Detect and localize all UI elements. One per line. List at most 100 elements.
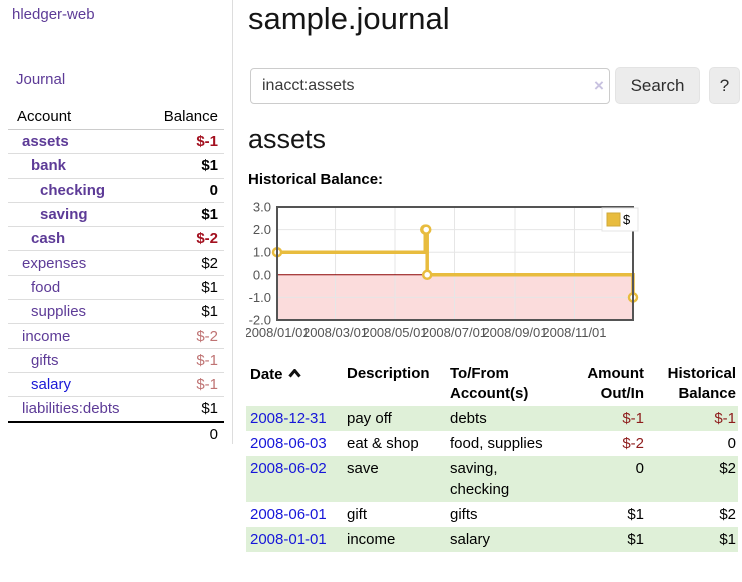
transaction-amount: $-1	[622, 410, 644, 427]
transaction-amount: $1	[627, 506, 644, 523]
accounts-table-header: Account Balance	[8, 104, 224, 130]
transaction-amount: $-2	[622, 435, 644, 452]
register-header-date[interactable]: Date	[246, 362, 345, 406]
clear-search-icon[interactable]: ×	[594, 76, 604, 95]
account-link-assets[interactable]: assets	[22, 133, 69, 151]
help-button[interactable]: ?	[709, 67, 740, 104]
transaction-accounts: salary	[450, 531, 491, 548]
account-balance: $-1	[196, 351, 218, 369]
account-link-supplies[interactable]: supplies	[31, 303, 87, 321]
historical-balance-label: Historical Balance:	[248, 171, 384, 188]
transaction-date-link[interactable]: 2008-06-02	[250, 460, 327, 477]
register-row: 2008-12-31 pay off debts $-1 $-1	[246, 406, 738, 431]
transaction-description: eat & shop	[347, 435, 419, 452]
account-balance: $1	[201, 157, 218, 175]
transaction-date-link[interactable]: 2008-01-01	[250, 531, 327, 548]
accounts-table: Account Balance assets $-1 bank $1 check…	[8, 104, 224, 446]
account-row: liabilities:debts $1	[8, 396, 224, 422]
brand-link[interactable]: hledger-web	[12, 6, 95, 23]
account-balance: $-1	[196, 376, 218, 394]
account-link-income[interactable]: income	[22, 327, 71, 345]
account-row: saving $1	[8, 202, 224, 226]
account-row: income $-2	[8, 323, 224, 348]
account-link-gifts[interactable]: gifts	[31, 351, 59, 369]
account-row: gifts $-1	[8, 348, 224, 372]
date-header-label: Date	[250, 366, 283, 383]
transaction-amount: $1	[627, 531, 644, 548]
transaction-date-link[interactable]: 2008-06-01	[250, 506, 327, 523]
account-row: salary $-1	[8, 372, 224, 396]
account-balance: $-1	[196, 133, 218, 151]
historical-balance-chart: 3.0 2.0 1.0 0.0 -1.0 -2.0 2008/01/01 2008/03/01…	[244, 200, 742, 342]
register-table: Date Description To/From Account(s) Amou…	[246, 362, 738, 552]
account-link-expenses[interactable]: expenses	[22, 254, 87, 272]
account-balance: $1	[201, 278, 218, 296]
svg-text:3.0: 3.0	[253, 200, 271, 215]
transaction-accounts: gifts	[450, 506, 478, 523]
svg-text:-2.0: -2.0	[249, 313, 271, 328]
sidebar: hledger-web Journal Account Balance asse…	[0, 0, 233, 444]
account-row: cash $-2	[8, 226, 224, 251]
transaction-balance: $1	[719, 531, 736, 548]
transaction-date-link[interactable]: 2008-12-31	[250, 410, 327, 427]
svg-text:2008/07/01: 2008/07/01	[422, 325, 487, 340]
svg-text:2008/01/01: 2008/01/01	[246, 325, 310, 340]
sort-ascending-icon	[287, 364, 301, 384]
search-input[interactable]	[250, 68, 610, 104]
account-balance: $1	[201, 303, 218, 321]
accounts-header-balance: Balance	[163, 107, 218, 125]
register-row: 2008-01-01 income salary $1 $1	[246, 527, 738, 552]
register-row: 2008-06-01 gift gifts $1 $2	[246, 502, 738, 527]
transaction-accounts: saving, checking	[450, 460, 510, 498]
account-balance: $-2	[196, 230, 218, 248]
register-header-description: Description	[347, 365, 430, 382]
account-balance: $1	[201, 206, 218, 224]
transaction-accounts: food, supplies	[450, 435, 543, 452]
register-row: 2008-06-03 eat & shop food, supplies $-2…	[246, 431, 738, 456]
account-row: checking 0	[8, 178, 224, 202]
transaction-date-link[interactable]: 2008-06-03	[250, 435, 327, 452]
svg-text:2.0: 2.0	[253, 222, 271, 237]
account-row: food $1	[8, 275, 224, 299]
account-balance: $1	[201, 400, 218, 418]
account-link-bank[interactable]: bank	[31, 157, 67, 175]
account-link-salary[interactable]: salary	[31, 376, 72, 394]
account-row: bank $1	[8, 153, 224, 178]
account-row: expenses $2	[8, 250, 224, 275]
transaction-accounts: debts	[450, 410, 487, 427]
transaction-balance: $2	[719, 506, 736, 523]
account-link-cash[interactable]: cash	[31, 230, 66, 248]
historical-balance-chart-svg: 3.0 2.0 1.0 0.0 -1.0 -2.02008/01/012008/03/01…	[244, 200, 639, 340]
account-balance: $-2	[196, 327, 218, 345]
account-link-liabilities-debts[interactable]: liabilities:debts	[22, 400, 120, 418]
account-balance: $2	[201, 254, 218, 272]
transaction-description: income	[347, 531, 396, 548]
accounts-total-row: 0	[8, 421, 224, 446]
svg-text:2008/11/01: 2008/11/01	[542, 325, 606, 340]
svg-text:1.0: 1.0	[253, 245, 271, 260]
accounts-total-value: 0	[209, 425, 218, 443]
transaction-balance: $-1	[714, 410, 736, 427]
accounts-header-account: Account	[17, 107, 72, 125]
svg-text:2008/09/01: 2008/09/01	[482, 325, 547, 340]
transaction-description: gift	[347, 506, 368, 523]
svg-text:0.0: 0.0	[253, 267, 271, 282]
register-header-accounts: To/From Account(s)	[450, 365, 529, 402]
transaction-amount: 0	[635, 460, 644, 477]
search-button[interactable]: Search	[615, 67, 700, 104]
account-link-food[interactable]: food	[31, 278, 61, 296]
account-link-checking[interactable]: checking	[40, 181, 106, 199]
transaction-description: pay off	[347, 410, 392, 427]
svg-text:$: $	[623, 212, 631, 227]
register-header-row: Date Description To/From Account(s) Amou…	[246, 362, 738, 406]
sidebar-item-journal[interactable]: Journal	[16, 71, 66, 88]
svg-text:2008/03/01: 2008/03/01	[303, 325, 368, 340]
register-header-balance: Historical Balance	[667, 365, 736, 402]
account-heading: assets	[248, 124, 327, 154]
account-row: supplies $1	[8, 299, 224, 324]
transaction-description: save	[347, 460, 379, 477]
account-link-saving[interactable]: saving	[40, 206, 88, 224]
page-title: sample.journal	[248, 1, 450, 36]
transaction-balance: 0	[727, 435, 736, 452]
account-row: assets $-1	[8, 130, 224, 154]
